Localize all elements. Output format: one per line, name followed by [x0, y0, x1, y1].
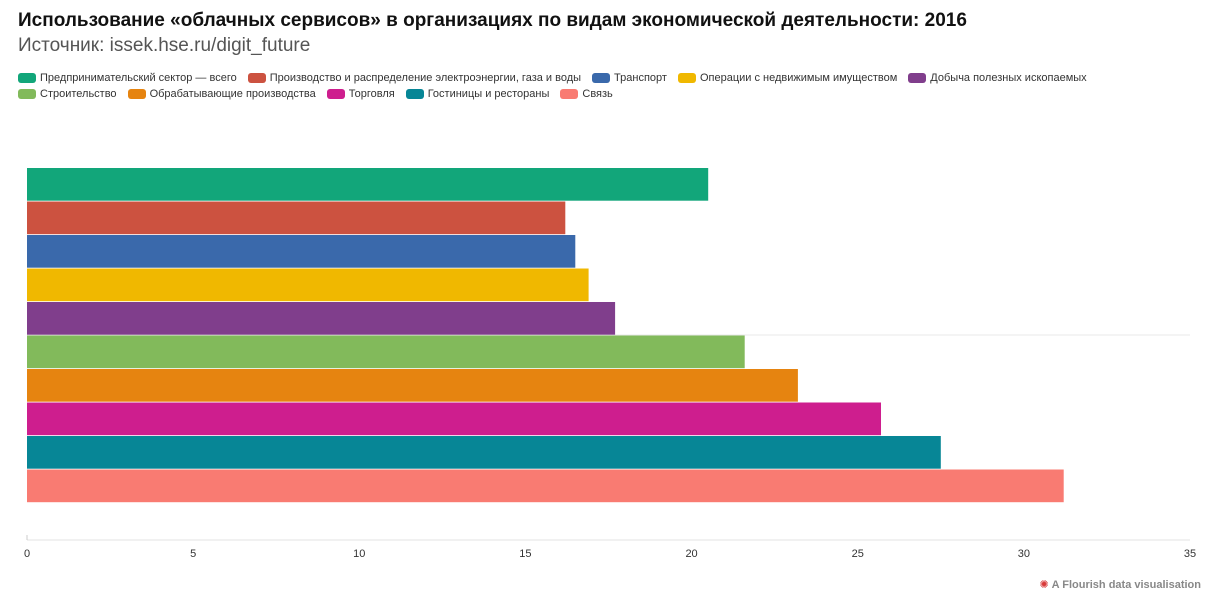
legend-item[interactable]: Строительство	[18, 88, 117, 100]
bar[interactable]	[27, 436, 941, 469]
x-tick-label: 5	[190, 548, 196, 560]
legend-swatch	[908, 73, 927, 83]
x-tick-label: 25	[852, 548, 864, 560]
flourish-credit[interactable]: ✺ A Flourish data visualisation	[1039, 578, 1201, 592]
legend-item[interactable]: Связь	[560, 88, 613, 100]
legend-label: Производство и распределение электроэнер…	[269, 72, 582, 84]
legend-label: Гостиницы и рестораны	[427, 88, 550, 100]
bar[interactable]	[27, 402, 881, 436]
legend: Предпринимательский сектор — всего Произ…	[18, 70, 1208, 102]
legend-swatch	[560, 89, 579, 99]
x-tick-label: 0	[24, 548, 30, 560]
legend-item[interactable]: Производство и распределение электроэнер…	[247, 72, 582, 84]
legend-item[interactable]: Предпринимательский сектор — всего	[18, 72, 237, 84]
legend-item[interactable]: Транспорт	[592, 72, 667, 84]
legend-row-2: Строительство Обрабатывающие производств…	[18, 86, 1208, 102]
bar[interactable]	[27, 369, 798, 402]
legend-swatch	[405, 89, 424, 99]
legend-item[interactable]: Гостиницы и рестораны	[405, 88, 550, 100]
flourish-credit-text: A Flourish data visualisation	[1051, 578, 1201, 591]
legend-swatch	[18, 73, 36, 83]
bar[interactable]	[27, 235, 576, 268]
legend-label: Транспорт	[614, 72, 667, 84]
legend-item[interactable]: Обрабатывающие производства	[127, 88, 316, 100]
x-tick-label: 15	[519, 548, 531, 560]
legend-item[interactable]: Торговля	[326, 88, 395, 100]
x-tick-label: 30	[1018, 548, 1030, 560]
legend-swatch	[677, 73, 696, 83]
bar[interactable]	[27, 335, 745, 369]
legend-swatch	[127, 89, 146, 99]
legend-label: Предпринимательский сектор — всего	[40, 72, 237, 84]
flourish-logo-icon: ✺	[1039, 579, 1049, 591]
bar[interactable]	[27, 302, 616, 335]
bar[interactable]	[27, 469, 1064, 503]
legend-item[interactable]: Добыча полезных ископаемых	[908, 72, 1087, 84]
legend-swatch	[18, 89, 36, 99]
legend-label: Добыча полезных ископаемых	[930, 72, 1087, 84]
chart-subtitle: Источник: issek.hse.ru/digit_future	[18, 35, 311, 56]
x-tick-label: 10	[353, 548, 365, 560]
legend-swatch	[592, 73, 611, 83]
legend-swatch	[326, 89, 345, 99]
bar[interactable]	[27, 268, 589, 302]
chart-title: Использование «облачных сервисов» в орга…	[18, 10, 967, 31]
bar[interactable]	[27, 201, 566, 235]
legend-label: Операции с недвижимым имуществом	[699, 72, 898, 84]
legend-label: Обрабатывающие производства	[149, 88, 316, 100]
legend-item[interactable]: Операции с недвижимым имуществом	[677, 72, 898, 84]
legend-row-1: Предпринимательский сектор — всего Произ…	[18, 70, 1208, 86]
x-tick-label: 20	[685, 548, 697, 560]
bar[interactable]	[27, 168, 709, 201]
legend-label: Связь	[582, 88, 613, 100]
x-tick-label: 35	[1184, 548, 1196, 560]
legend-label: Торговля	[348, 88, 395, 100]
legend-swatch	[247, 73, 266, 83]
legend-label: Строительство	[40, 88, 117, 100]
